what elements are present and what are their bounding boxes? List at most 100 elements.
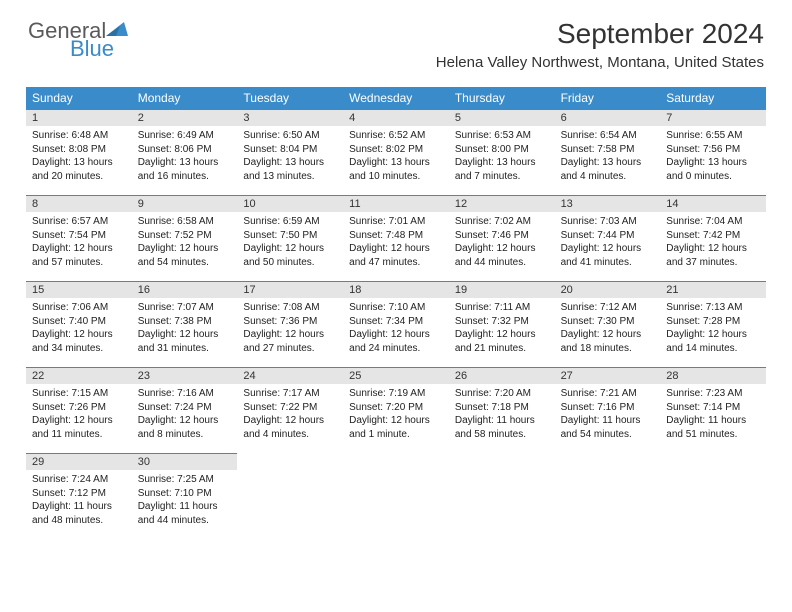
daylight-text: Daylight: 12 hours and 14 minutes. — [666, 328, 760, 355]
day-number: 26 — [449, 368, 555, 384]
daylight-text: Daylight: 13 hours and 20 minutes. — [32, 156, 126, 183]
day-details: Sunrise: 6:55 AMSunset: 7:56 PMDaylight:… — [660, 126, 766, 189]
day-number: 8 — [26, 196, 132, 212]
day-number: 3 — [237, 110, 343, 126]
day-details: Sunrise: 7:20 AMSunset: 7:18 PMDaylight:… — [449, 384, 555, 447]
sunset-text: Sunset: 7:58 PM — [561, 143, 655, 157]
title-block: September 2024 Helena Valley Northwest, … — [436, 18, 764, 71]
day-number: 30 — [132, 454, 238, 470]
day-number: 11 — [343, 196, 449, 212]
day-details: Sunrise: 7:24 AMSunset: 7:12 PMDaylight:… — [26, 470, 132, 533]
sunset-text: Sunset: 8:02 PM — [349, 143, 443, 157]
weekday-header: Thursday — [449, 87, 555, 109]
calendar-cell: 7Sunrise: 6:55 AMSunset: 7:56 PMDaylight… — [660, 109, 766, 195]
calendar-cell: 10Sunrise: 6:59 AMSunset: 7:50 PMDayligh… — [237, 195, 343, 281]
sunrise-text: Sunrise: 7:04 AM — [666, 215, 760, 229]
sunrise-text: Sunrise: 7:10 AM — [349, 301, 443, 315]
calendar-cell: 26Sunrise: 7:20 AMSunset: 7:18 PMDayligh… — [449, 367, 555, 453]
day-number: 19 — [449, 282, 555, 298]
day-number: 28 — [660, 368, 766, 384]
sunset-text: Sunset: 7:42 PM — [666, 229, 760, 243]
sunset-text: Sunset: 7:54 PM — [32, 229, 126, 243]
sunrise-text: Sunrise: 7:25 AM — [138, 473, 232, 487]
sunrise-text: Sunrise: 7:02 AM — [455, 215, 549, 229]
daylight-text: Daylight: 13 hours and 4 minutes. — [561, 156, 655, 183]
daylight-text: Daylight: 11 hours and 54 minutes. — [561, 414, 655, 441]
daylight-text: Daylight: 13 hours and 13 minutes. — [243, 156, 337, 183]
calendar-cell: 23Sunrise: 7:16 AMSunset: 7:24 PMDayligh… — [132, 367, 238, 453]
sunrise-text: Sunrise: 6:59 AM — [243, 215, 337, 229]
weekday-header: Monday — [132, 87, 238, 109]
calendar-cell — [660, 453, 766, 539]
weekday-header: Tuesday — [237, 87, 343, 109]
calendar-cell: 22Sunrise: 7:15 AMSunset: 7:26 PMDayligh… — [26, 367, 132, 453]
day-number: 10 — [237, 196, 343, 212]
calendar-cell: 6Sunrise: 6:54 AMSunset: 7:58 PMDaylight… — [555, 109, 661, 195]
sunset-text: Sunset: 7:52 PM — [138, 229, 232, 243]
calendar-cell: 2Sunrise: 6:49 AMSunset: 8:06 PMDaylight… — [132, 109, 238, 195]
day-number: 1 — [26, 110, 132, 126]
day-number: 27 — [555, 368, 661, 384]
calendar-cell: 13 Sunrise: 7:03 AMSunset: 7:44 PMDayligh… — [555, 195, 661, 281]
day-details: Sunrise: 6:52 AMSunset: 8:02 PMDaylight:… — [343, 126, 449, 189]
calendar-cell: 8Sunrise: 6:57 AMSunset: 7:54 PMDaylight… — [26, 195, 132, 281]
sunset-text: Sunset: 7:44 PM — [561, 229, 655, 243]
daylight-text: Daylight: 12 hours and 21 minutes. — [455, 328, 549, 355]
day-number: 13 — [555, 196, 661, 212]
day-details: Sunrise: 7:07 AMSunset: 7:38 PMDaylight:… — [132, 298, 238, 361]
day-details: Sunrise: 7:25 AMSunset: 7:10 PMDaylight:… — [132, 470, 238, 533]
daylight-text: Daylight: 12 hours and 24 minutes. — [349, 328, 443, 355]
sunrise-text: Sunrise: 7:19 AM — [349, 387, 443, 401]
sunset-text: Sunset: 7:48 PM — [349, 229, 443, 243]
day-details: Sunrise: 7:11 AMSunset: 7:32 PMDaylight:… — [449, 298, 555, 361]
calendar-cell: 15Sunrise: 7:06 AMSunset: 7:40 PMDayligh… — [26, 281, 132, 367]
day-number: 6 — [555, 110, 661, 126]
sunset-text: Sunset: 7:26 PM — [32, 401, 126, 415]
day-details: Sunrise: 7:02 AMSunset: 7:46 PMDaylight:… — [449, 212, 555, 275]
sunset-text: Sunset: 7:24 PM — [138, 401, 232, 415]
day-details: Sunrise: 7:13 AMSunset: 7:28 PMDaylight:… — [660, 298, 766, 361]
sunset-text: Sunset: 8:00 PM — [455, 143, 549, 157]
daylight-text: Daylight: 12 hours and 57 minutes. — [32, 242, 126, 269]
day-details: Sunrise: 7:04 AMSunset: 7:42 PMDaylight:… — [660, 212, 766, 275]
daylight-text: Daylight: 12 hours and 8 minutes. — [138, 414, 232, 441]
sunset-text: Sunset: 7:34 PM — [349, 315, 443, 329]
day-number: 24 — [237, 368, 343, 384]
daylight-text: Daylight: 12 hours and 11 minutes. — [32, 414, 126, 441]
calendar-cell: 16Sunrise: 7:07 AMSunset: 7:38 PMDayligh… — [132, 281, 238, 367]
day-details: Sunrise: 7:16 AMSunset: 7:24 PMDaylight:… — [132, 384, 238, 447]
logo: General Blue — [28, 18, 130, 62]
sunrise-text: Sunrise: 6:53 AM — [455, 129, 549, 143]
calendar-cell: 30Sunrise: 7:25 AMSunset: 7:10 PMDayligh… — [132, 453, 238, 539]
day-number: 12 — [449, 196, 555, 212]
sunrise-text: Sunrise: 7:07 AM — [138, 301, 232, 315]
calendar-body: 1Sunrise: 6:48 AMSunset: 8:08 PMDaylight… — [26, 109, 766, 539]
day-details: Sunrise: 6:54 AMSunset: 7:58 PMDaylight:… — [555, 126, 661, 189]
day-details: Sunrise: 6:57 AMSunset: 7:54 PMDaylight:… — [26, 212, 132, 275]
sunrise-text: Sunrise: 6:48 AM — [32, 129, 126, 143]
day-number: 18 — [343, 282, 449, 298]
calendar-cell: 25Sunrise: 7:19 AMSunset: 7:20 PMDayligh… — [343, 367, 449, 453]
sunrise-text: Sunrise: 7:06 AM — [32, 301, 126, 315]
day-number: 20 — [555, 282, 661, 298]
sunset-text: Sunset: 7:40 PM — [32, 315, 126, 329]
sunrise-text: Sunrise: 7:20 AM — [455, 387, 549, 401]
day-details: Sunrise: 7:19 AMSunset: 7:20 PMDaylight:… — [343, 384, 449, 447]
day-number: 17 — [237, 282, 343, 298]
calendar-cell: 12Sunrise: 7:02 AMSunset: 7:46 PMDayligh… — [449, 195, 555, 281]
daylight-text: Daylight: 12 hours and 41 minutes. — [561, 242, 655, 269]
calendar-cell: 14Sunrise: 7:04 AMSunset: 7:42 PMDayligh… — [660, 195, 766, 281]
sunset-text: Sunset: 8:06 PM — [138, 143, 232, 157]
day-number: 21 — [660, 282, 766, 298]
daylight-text: Daylight: 13 hours and 16 minutes. — [138, 156, 232, 183]
sunset-text: Sunset: 7:50 PM — [243, 229, 337, 243]
sunset-text: Sunset: 7:46 PM — [455, 229, 549, 243]
sunrise-text: Sunrise: 7:03 AM — [561, 215, 655, 229]
daylight-text: Daylight: 13 hours and 0 minutes. — [666, 156, 760, 183]
sunset-text: Sunset: 7:22 PM — [243, 401, 337, 415]
daylight-text: Daylight: 11 hours and 44 minutes. — [138, 500, 232, 527]
calendar-cell: 29Sunrise: 7:24 AMSunset: 7:12 PMDayligh… — [26, 453, 132, 539]
day-details: Sunrise: 6:50 AMSunset: 8:04 PMDaylight:… — [237, 126, 343, 189]
sunrise-text: Sunrise: 7:15 AM — [32, 387, 126, 401]
day-details: Sunrise: 6:58 AMSunset: 7:52 PMDaylight:… — [132, 212, 238, 275]
